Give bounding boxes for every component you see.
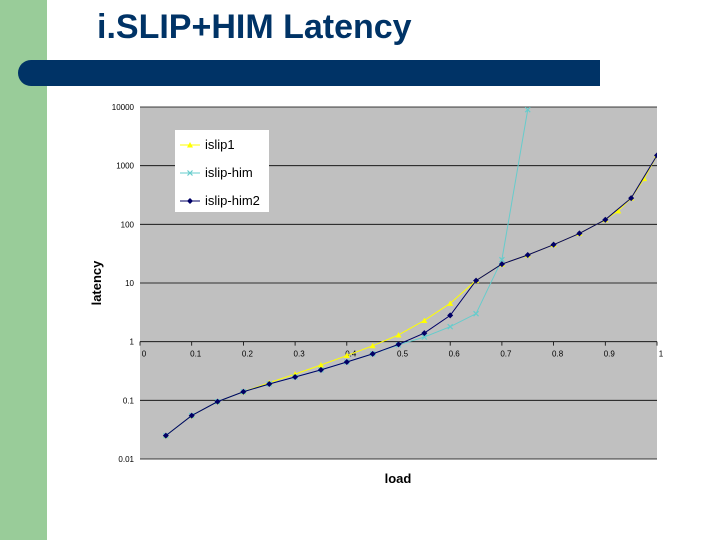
legend-label-islip-him2: islip-him2: [205, 193, 260, 208]
data-point-islip-him2: [628, 195, 635, 202]
data-point-islip1: [369, 342, 376, 349]
data-point-islip-him2: [292, 373, 299, 380]
legend-marker: [187, 198, 193, 204]
y-tick-label: 0.1: [123, 396, 135, 405]
data-point-islip1: [615, 207, 622, 214]
x-tick-label: 0.9: [604, 350, 616, 359]
data-point-islip-him2: [317, 366, 324, 373]
x-tick-label: 0.5: [397, 350, 409, 359]
x-tick-label: 0.6: [449, 350, 461, 359]
x-tick-label: 0.3: [294, 350, 306, 359]
x-tick-label: 0.1: [190, 350, 202, 359]
x-tick-label: 1: [659, 350, 664, 359]
data-point-islip-him: [421, 334, 428, 340]
data-point-islip-him2: [550, 241, 557, 248]
legend-marker: [187, 170, 193, 176]
legend-label-islip-him: islip-him: [205, 165, 253, 180]
data-point-islip1: [447, 300, 454, 306]
data-point-islip-him2: [447, 312, 454, 319]
y-tick-label: 0.01: [118, 455, 134, 464]
data-point-islip-him2: [266, 380, 273, 387]
title-notch: [47, 0, 90, 60]
data-point-islip-him: [473, 310, 479, 317]
x-axis-title: load: [385, 471, 412, 486]
y-tick-label: 1000: [116, 162, 134, 171]
legend: islip1 islip-him islip-him2: [175, 130, 269, 212]
x-tick-label: 0.8: [552, 350, 564, 359]
data-point-islip-him: [447, 323, 454, 330]
series-line-islip-him2: [165, 155, 657, 437]
data-point-islip-him2: [421, 330, 428, 337]
series-line-islip1: [165, 155, 657, 437]
data-point-islip-him2: [343, 359, 350, 366]
data-point-islip-him2: [576, 230, 583, 237]
data-point-islip-him: [498, 256, 505, 263]
x-tick-label: 0.2: [242, 350, 254, 359]
left-accent-band: [0, 0, 47, 540]
data-point-islip1: [317, 362, 324, 368]
y-axis-title: latency: [89, 260, 104, 306]
y-tick-label: 1: [130, 338, 135, 347]
data-point-islip-him2: [524, 252, 531, 259]
data-point-islip-him2: [473, 277, 480, 284]
data-point-islip-him2: [162, 432, 169, 439]
x-tick-label: 0.7: [500, 350, 512, 359]
y-tick-label: 10: [125, 279, 134, 288]
data-point-islip-him2: [602, 216, 609, 223]
data-point-islip1: [343, 352, 350, 359]
data-point-islip1: [421, 317, 428, 323]
legend-label-islip1: islip1: [205, 137, 235, 152]
data-point-islip-him2: [395, 341, 402, 348]
data-point-islip-him2: [654, 152, 657, 159]
data-point-islip-him2: [240, 388, 247, 395]
x-tick-label: 0: [142, 350, 147, 359]
data-point-islip-him: [524, 107, 531, 113]
title-underline-bar: [18, 60, 600, 86]
y-tick-label: 100: [121, 220, 135, 229]
series-group: [162, 107, 657, 439]
data-point-islip-him2: [188, 412, 195, 419]
y-tick-label: 10000: [112, 103, 135, 112]
legend-marker: [187, 142, 193, 148]
data-point-islip-him2: [369, 350, 376, 357]
slide-title: i.SLIP+HIM Latency: [97, 8, 412, 46]
data-point-islip-him2: [498, 261, 505, 268]
data-point-islip-him2: [214, 398, 221, 405]
data-point-islip1: [395, 331, 402, 338]
